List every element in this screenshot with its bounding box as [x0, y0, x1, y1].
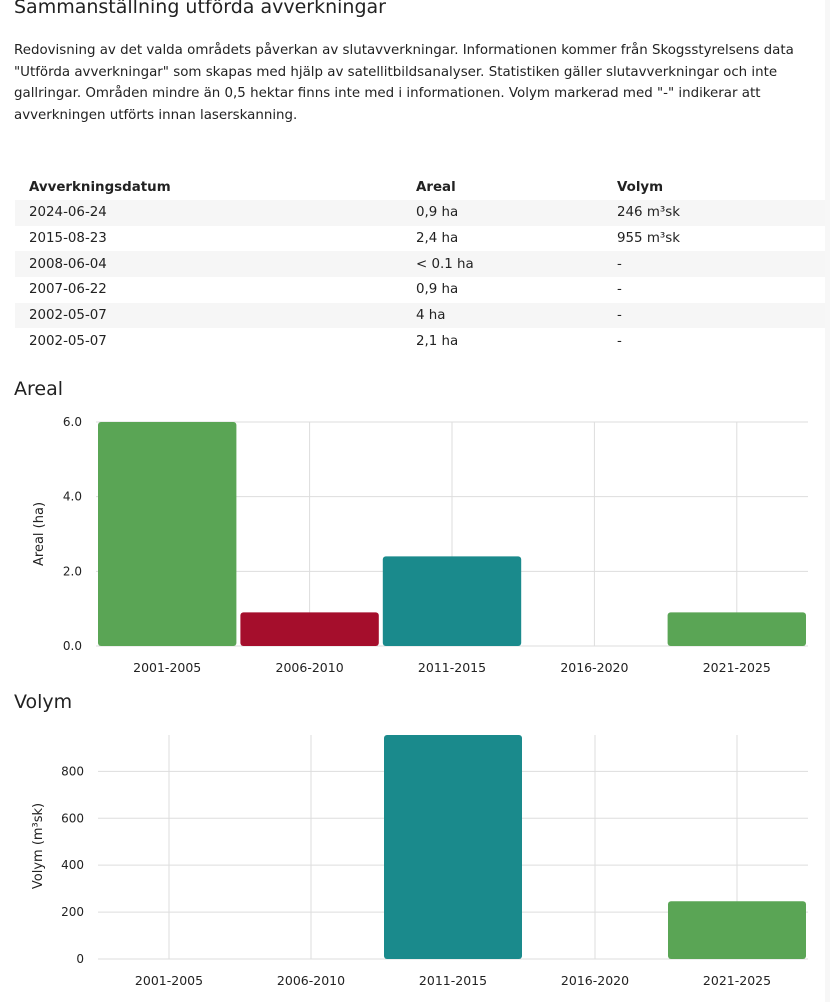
y-tick-label: 2.0	[63, 564, 82, 578]
bar	[667, 612, 806, 646]
cell-volume: -	[603, 302, 825, 329]
y-axis-label: Areal (ha)	[32, 502, 47, 566]
table-row: 2008-06-04 < 0.1 ha -	[15, 251, 825, 278]
table-row: 2002-05-07 4 ha -	[15, 302, 825, 329]
x-tick-label: 2021-2025	[703, 973, 771, 988]
cell-date: 2002-05-07	[29, 333, 107, 349]
y-tick-label: 6.0	[63, 415, 82, 429]
x-tick-label: 2001-2005	[133, 660, 201, 675]
cell-date: 2008-06-04	[15, 251, 402, 278]
cell-volume: 246 m³sk	[603, 200, 825, 226]
y-tick-label: 400	[61, 858, 84, 872]
x-tick-label: 2016-2020	[561, 973, 629, 988]
cell-area: 0,9 ha	[416, 282, 459, 298]
cell-volume: 955 m³sk	[617, 231, 680, 247]
y-axis-label: Volym (m³sk)	[31, 803, 46, 889]
cell-area: 2,1 ha	[416, 333, 459, 349]
cell-area: 4 ha	[402, 302, 603, 329]
x-tick-label: 2011-2015	[418, 660, 486, 675]
y-tick-label: 200	[61, 905, 84, 919]
bar	[98, 422, 237, 646]
x-tick-label: 2021-2025	[703, 660, 771, 675]
x-tick-label: 2006-2010	[276, 660, 344, 675]
table-row: 2024-06-24 0,9 ha 246 m³sk	[15, 200, 825, 226]
areal-chart-title: Areal	[14, 378, 64, 400]
cell-date: 2015-08-23	[29, 231, 107, 247]
bar	[240, 612, 379, 646]
cell-date: 2024-06-24	[15, 200, 402, 226]
y-tick-label: 600	[61, 811, 84, 825]
cell-volume: -	[617, 333, 622, 349]
cell-volume: -	[603, 251, 825, 278]
table-header-row: Avverkningsdatum Areal Volym	[15, 174, 825, 200]
bar	[384, 735, 522, 959]
y-tick-label: 0.0	[63, 639, 82, 653]
cell-date: 2007-06-22	[29, 282, 107, 298]
column-header-volume: Volym	[617, 179, 664, 195]
table-row: 2002-05-07 2,1 ha -	[15, 328, 825, 354]
cell-date: 2002-05-07	[15, 302, 402, 329]
cell-area: 2,4 ha	[416, 231, 459, 247]
bar	[382, 556, 522, 646]
table-row: 2007-06-22 0,9 ha -	[15, 277, 825, 303]
volym-bar-chart: 0 200 400 600 800 2001-2005 2006-2010 2011-201…	[31, 735, 808, 988]
y-tick-label: 800	[61, 764, 84, 778]
bar	[668, 901, 806, 959]
y-tick-label: 4.0	[63, 490, 82, 504]
x-tick-label: 2006-2010	[277, 973, 345, 988]
x-tick-label: 2001-2005	[135, 973, 203, 988]
cell-volume: -	[617, 282, 622, 298]
x-tick-label: 2011-2015	[419, 973, 487, 988]
description-text: Redovisning av det valda områdets påverk…	[14, 43, 794, 123]
table-row: 2015-08-23 2,4 ha 955 m³sk	[15, 226, 825, 252]
page-title: Sammanställning utförda avverkningar	[14, 0, 386, 18]
cell-area: < 0.1 ha	[402, 251, 603, 278]
x-tick-label: 2016-2020	[560, 660, 628, 675]
volym-chart-title: Volym	[14, 691, 73, 713]
column-header-area: Areal	[416, 179, 456, 195]
y-tick-label: 0	[76, 952, 84, 966]
harvest-table: Avverkningsdatum Areal Volym 2024-06-24 …	[15, 174, 825, 354]
cell-area: 0,9 ha	[402, 200, 603, 226]
areal-bar-chart: 0.0 2.0 4.0 6.0 2001-2005 2006-2010 2011-2015…	[32, 415, 808, 675]
column-header-date: Avverkningsdatum	[29, 179, 171, 195]
